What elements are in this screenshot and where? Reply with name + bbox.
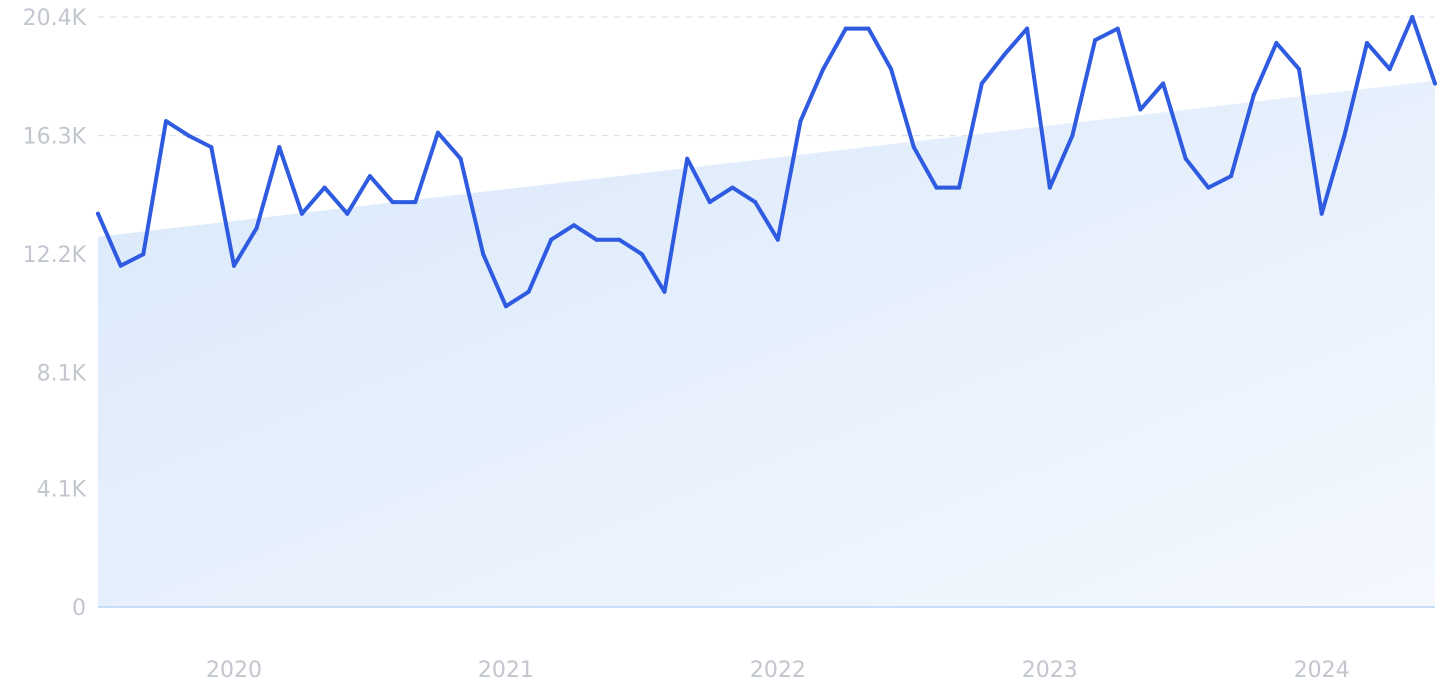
data-point [1093, 38, 1098, 43]
data-point [775, 237, 780, 242]
data-point [843, 26, 848, 31]
data-points [96, 15, 1437, 309]
data-point [1410, 15, 1415, 19]
data-point [957, 185, 962, 190]
data-point [413, 200, 418, 205]
data-point [367, 174, 372, 179]
data-point [345, 211, 350, 216]
data-point [707, 200, 712, 205]
data-point [1319, 211, 1324, 216]
data-point [979, 81, 984, 86]
series-line [96, 15, 1437, 309]
data-point [277, 145, 282, 150]
data-point [1070, 133, 1075, 138]
data-point [299, 211, 304, 216]
data-point [1433, 81, 1437, 86]
data-point [1274, 41, 1279, 45]
data-point [526, 289, 531, 294]
data-point [481, 252, 486, 257]
data-point [866, 26, 871, 31]
data-point [685, 156, 690, 161]
data-point [889, 67, 894, 72]
data-point [1206, 185, 1211, 190]
data-point [141, 252, 146, 257]
x-axis-labels: 2020 2021 2022 2023 2024 [206, 658, 1350, 683]
data-point [798, 119, 803, 124]
data-point [1047, 185, 1052, 190]
data-point [118, 263, 123, 268]
y-tick-label: 20.4K [23, 6, 87, 31]
data-point [821, 67, 826, 72]
data-point [209, 145, 214, 150]
data-point [503, 304, 508, 309]
data-point [1342, 133, 1347, 138]
x-tick-label: 2022 [750, 658, 806, 683]
data-point [1115, 26, 1120, 31]
data-point [911, 145, 916, 150]
y-tick-label: 12.2K [23, 243, 87, 268]
data-point [1138, 107, 1143, 112]
data-point [390, 200, 395, 205]
data-point [639, 252, 644, 257]
data-point [254, 226, 259, 231]
data-point [617, 237, 622, 242]
trend-area [98, 80, 1435, 608]
data-point [435, 130, 440, 135]
data-point [1002, 52, 1007, 57]
y-tick-label: 4.1K [37, 477, 87, 502]
data-point [186, 133, 191, 138]
data-point [1251, 93, 1256, 98]
data-point [571, 223, 576, 228]
data-point [1365, 41, 1369, 45]
data-point [96, 211, 100, 216]
x-tick-label: 2021 [478, 658, 534, 683]
data-point [1025, 26, 1030, 31]
data-point [662, 289, 667, 294]
data-point [322, 185, 327, 190]
y-tick-label: 0 [72, 596, 86, 621]
data-point [594, 237, 599, 242]
y-tick-label: 8.1K [37, 362, 87, 387]
data-point [934, 185, 939, 190]
data-point [753, 200, 758, 205]
x-tick-label: 2023 [1022, 658, 1078, 683]
data-point [164, 119, 168, 124]
y-axis-labels: 0 4.1K 8.1K 12.2K 16.3K 20.4K [23, 6, 87, 621]
data-point [1297, 67, 1301, 72]
data-point [1161, 81, 1166, 86]
data-point [1229, 174, 1234, 179]
data-point [458, 156, 463, 161]
y-tick-label: 16.3K [23, 125, 87, 150]
data-point [232, 263, 236, 268]
x-tick-label: 2024 [1294, 658, 1350, 683]
data-point [730, 185, 735, 190]
data-point [549, 237, 554, 242]
data-point [1183, 156, 1188, 161]
x-tick-label: 2020 [206, 658, 262, 683]
data-point [1387, 67, 1392, 72]
